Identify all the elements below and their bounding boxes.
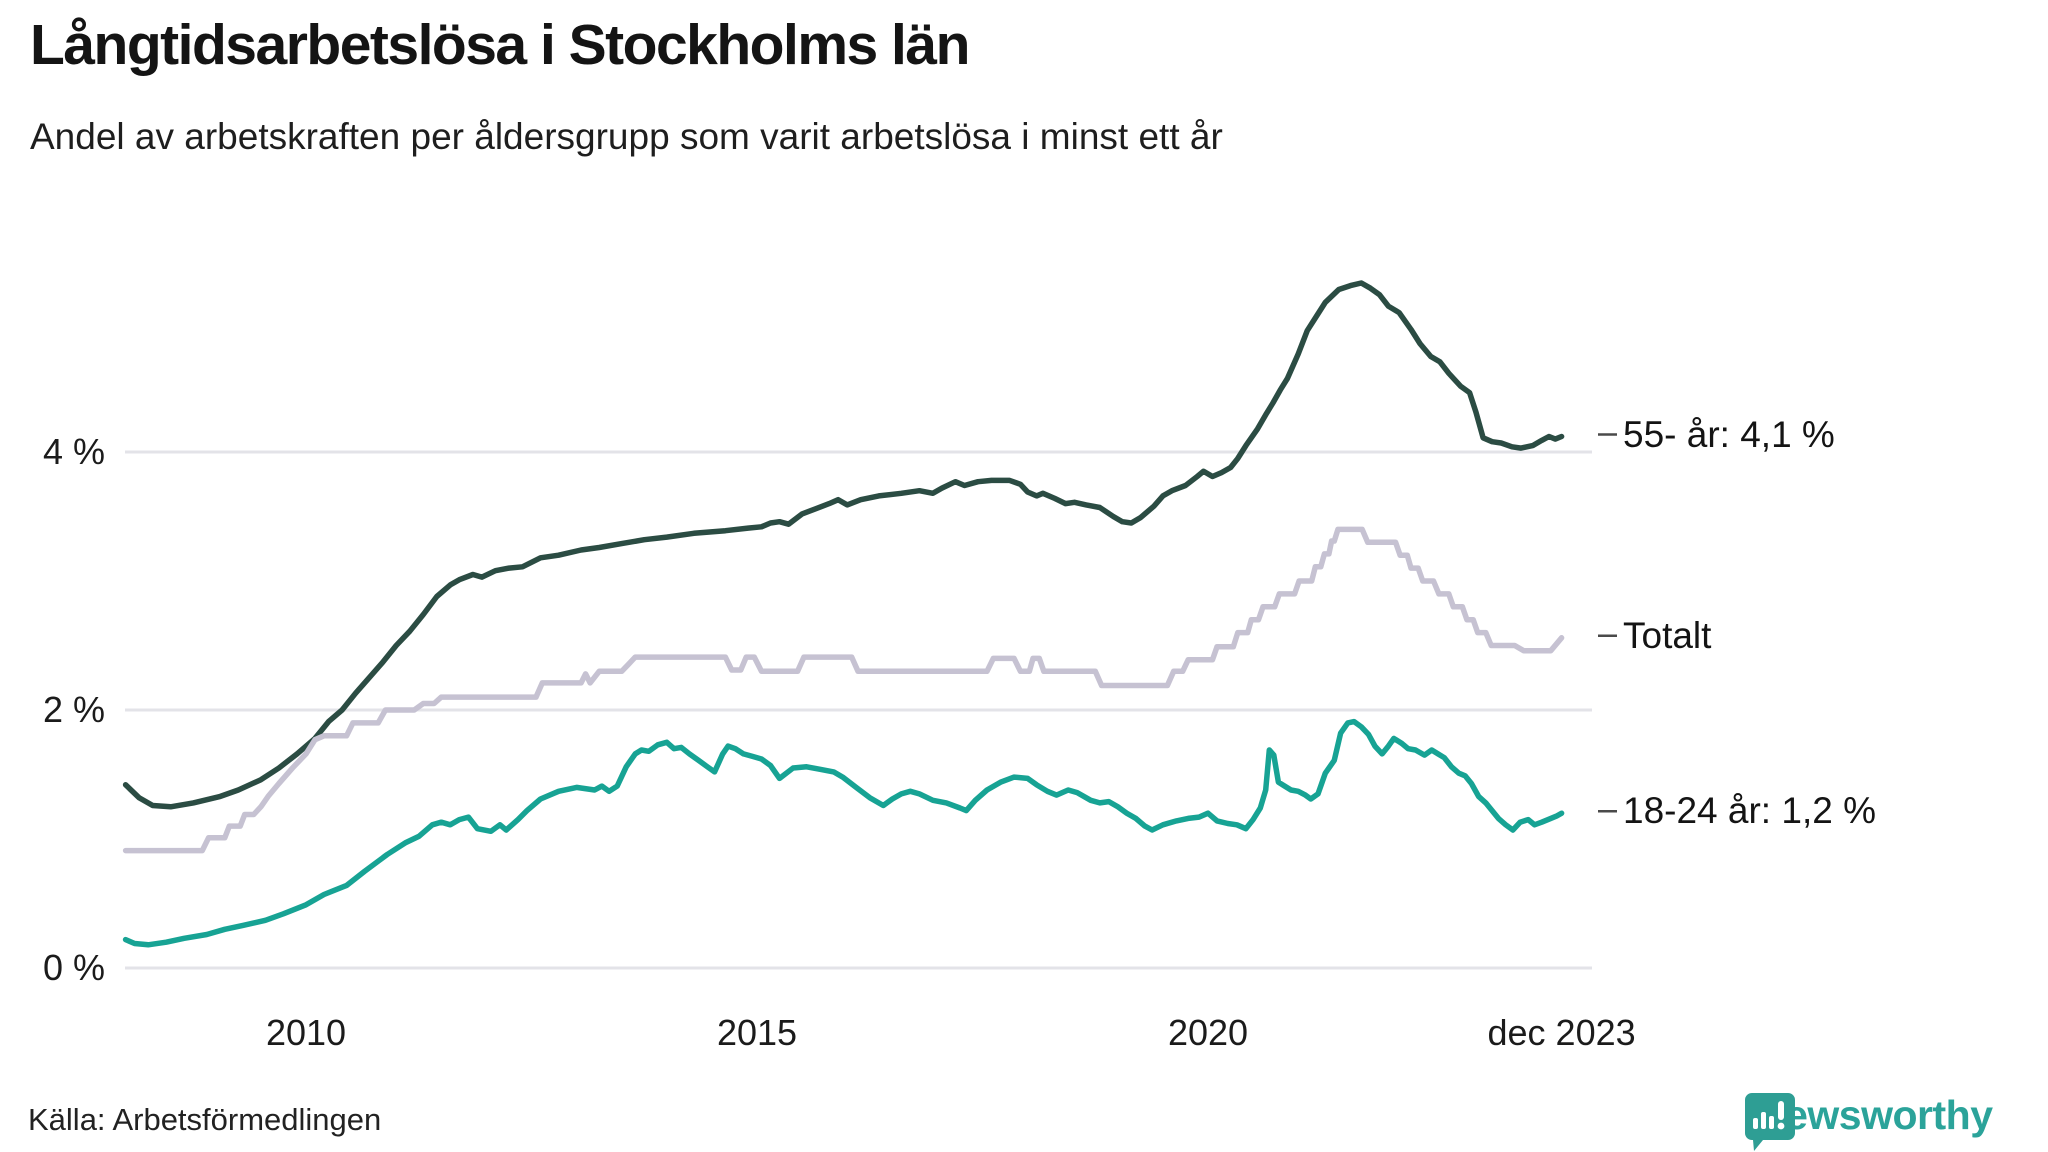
- bar-chart-speech-bubble-icon: [1745, 1093, 1795, 1151]
- series-line-0: [122, 280, 1565, 810]
- page-title: Långtidsarbetslösa i Stockholms län: [30, 13, 970, 77]
- x-tick-2015: 2015: [716, 1012, 798, 1053]
- series-label-55-ar: 55- år: 4,1 %: [1623, 413, 1835, 455]
- series-label-18-24-ar: 18-24 år: 1,2 %: [1623, 790, 1876, 832]
- x-tick-2010: 2010: [265, 1012, 347, 1053]
- series-line-1: [122, 526, 1565, 854]
- source-credit: Källa: Arbetsförmedlingen: [28, 1102, 382, 1137]
- y-tick-4: 4 %: [42, 431, 105, 472]
- series-label-totalt: Totalt: [1623, 614, 1712, 656]
- x-tick-dec-2023: dec 2023: [1487, 1012, 1636, 1053]
- newsworthy-logo: Newsworthy: [1742, 1092, 1993, 1151]
- x-tick-2020: 2020: [1167, 1012, 1249, 1053]
- chart-subtitle: Andel av arbetskraften per åldersgrupp s…: [30, 116, 1223, 157]
- y-tick-0: 0 %: [42, 947, 105, 988]
- y-tick-2: 2 %: [42, 689, 105, 730]
- logo-text: Newsworthy: [1756, 1092, 1993, 1138]
- series-line-2: [122, 718, 1565, 948]
